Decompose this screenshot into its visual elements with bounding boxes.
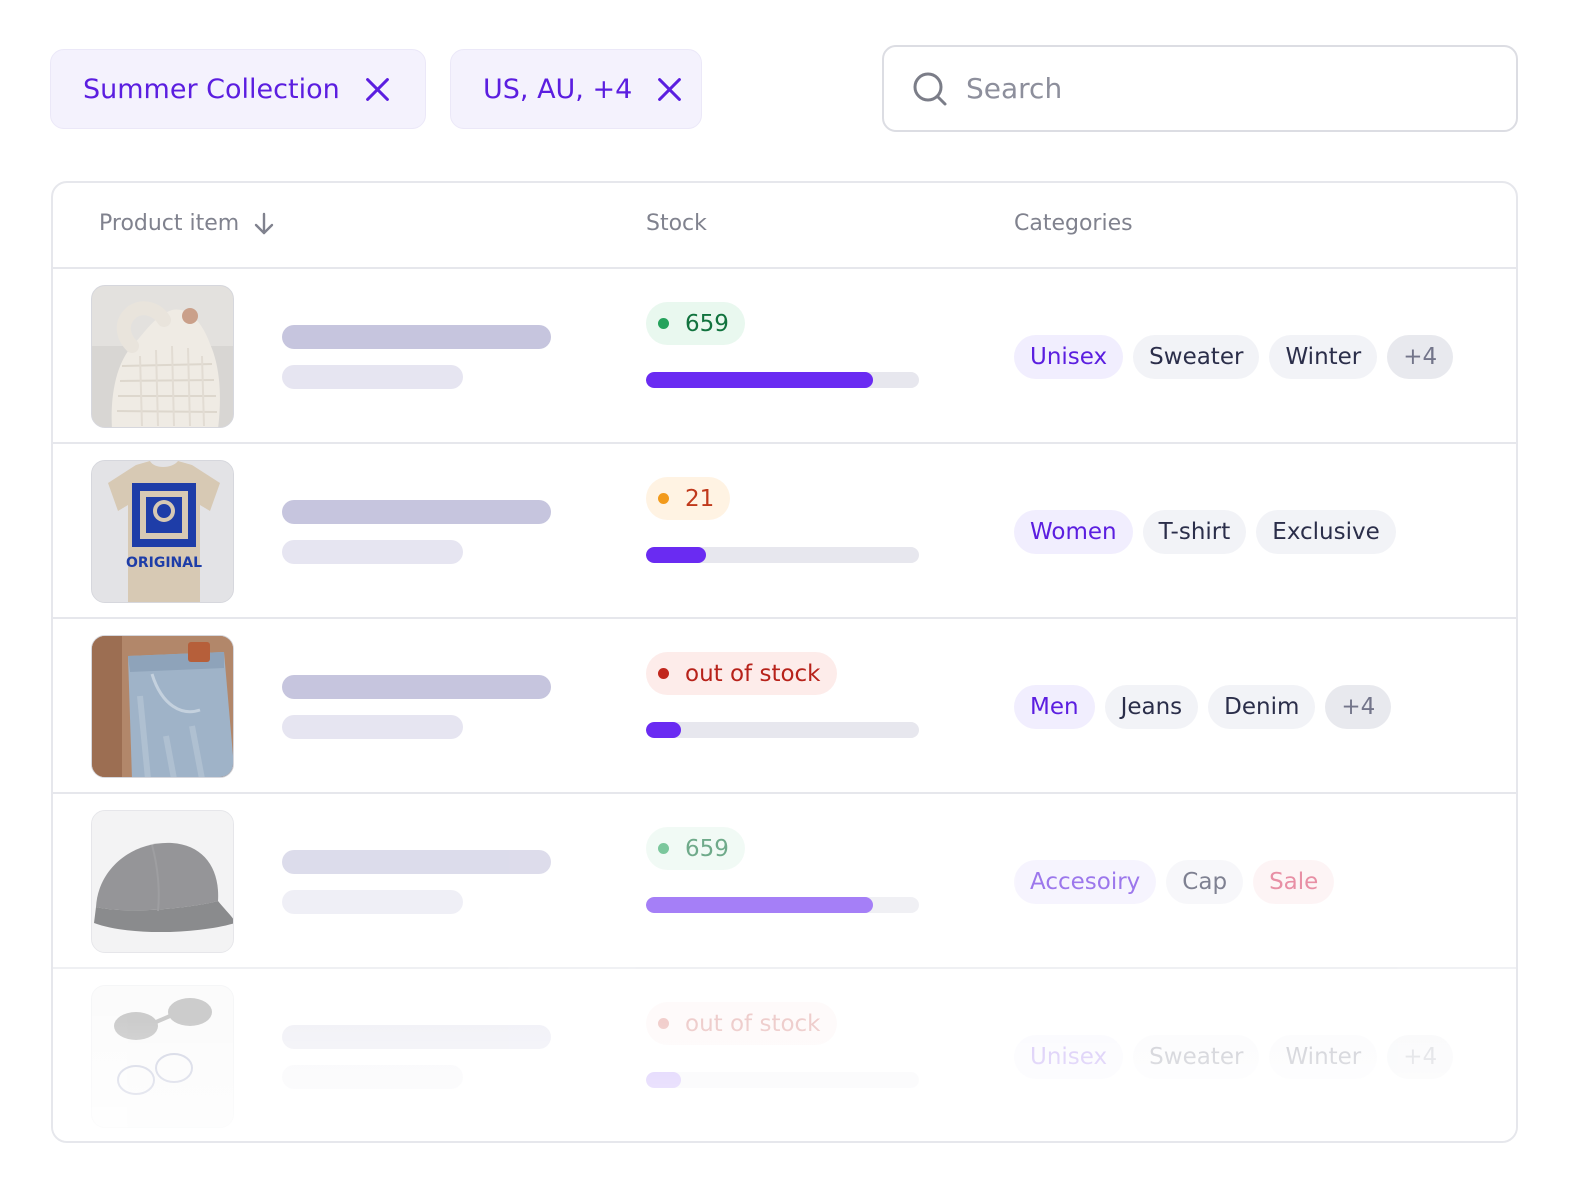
close-icon[interactable]	[656, 76, 682, 102]
table-row[interactable]: out of stock Men Jeans Denim +4	[53, 619, 1516, 794]
table-row[interactable]: out of stock Unisex Sweater Winter +4	[53, 969, 1516, 1141]
table-row[interactable]: 659 Accesoiry Cap Sale	[53, 794, 1516, 969]
product-name-placeholder	[282, 675, 551, 699]
category-tag[interactable]: Sweater	[1133, 1035, 1260, 1079]
category-tag[interactable]: Cap	[1166, 860, 1244, 904]
product-name-placeholder	[282, 500, 551, 524]
stock-progress-bar	[646, 547, 919, 563]
filter-chip-label: Summer Collection	[83, 73, 340, 105]
product-thumbnail	[91, 810, 234, 953]
category-tag[interactable]: Denim	[1208, 685, 1316, 729]
product-name-placeholder	[282, 325, 551, 349]
search-box[interactable]	[882, 45, 1518, 132]
category-tag[interactable]: T-shirt	[1142, 510, 1247, 554]
category-tags: Unisex Sweater Winter +4	[1014, 1035, 1454, 1079]
product-name-placeholder	[282, 850, 551, 874]
column-header-label: Product item	[99, 211, 240, 236]
search-icon	[913, 72, 947, 105]
sweater-image	[92, 286, 233, 427]
stock-progress-fill	[646, 547, 707, 563]
product-subtitle-placeholder	[282, 540, 463, 564]
stock-progress-fill	[646, 897, 873, 913]
column-header-stock: Stock	[646, 211, 707, 236]
category-tag[interactable]: Winter	[1269, 335, 1378, 379]
stock-badge: out of stock	[646, 1002, 837, 1045]
stock-label: 21	[685, 485, 715, 512]
stock-progress-bar	[646, 372, 919, 388]
status-dot-icon	[658, 668, 669, 679]
stock-label: out of stock	[685, 1010, 821, 1037]
category-tag[interactable]: Women	[1014, 510, 1133, 554]
category-tag[interactable]: Accesoiry	[1014, 860, 1157, 904]
more-tags-badge[interactable]: +4	[1387, 1035, 1454, 1079]
more-tags-badge[interactable]: +4	[1325, 685, 1392, 729]
tshirt-image: ORIGINAL	[92, 461, 233, 602]
close-icon[interactable]	[364, 76, 390, 102]
more-tags-badge[interactable]: +4	[1387, 335, 1454, 379]
stock-badge: 659	[646, 827, 745, 870]
product-name-placeholder	[282, 1025, 551, 1049]
sunglasses-image	[92, 986, 233, 1127]
stock-label: 659	[685, 310, 729, 337]
sale-tag[interactable]: Sale	[1253, 860, 1335, 904]
category-tag[interactable]: Jeans	[1104, 685, 1199, 729]
category-tag[interactable]: Men	[1014, 685, 1095, 729]
product-thumbnail	[91, 635, 234, 778]
filter-chip-region[interactable]: US, AU, +4	[450, 49, 702, 129]
stock-progress-fill	[646, 1072, 682, 1088]
product-subtitle-placeholder	[282, 715, 463, 739]
stock-progress-bar	[646, 897, 919, 913]
stock-badge: out of stock	[646, 652, 837, 695]
stock-label: 659	[685, 835, 729, 862]
arrow-down-icon[interactable]	[253, 212, 275, 236]
cap-image	[92, 811, 233, 952]
column-header-categories: Categories	[1014, 211, 1133, 236]
product-thumbnail	[91, 285, 234, 428]
category-tag[interactable]: Winter	[1269, 1035, 1378, 1079]
filter-chip-collection[interactable]: Summer Collection	[50, 49, 426, 129]
category-tag[interactable]: Exclusive	[1256, 510, 1396, 554]
category-tags: Men Jeans Denim +4	[1014, 685, 1392, 729]
product-subtitle-placeholder	[282, 1065, 463, 1089]
category-tag[interactable]: Sweater	[1133, 335, 1260, 379]
product-thumbnail: ORIGINAL	[91, 460, 234, 603]
product-thumbnail	[91, 985, 234, 1128]
product-table: Product item Stock Categories	[51, 181, 1518, 1143]
category-tag[interactable]: Unisex	[1014, 1035, 1124, 1079]
stock-badge: 659	[646, 302, 745, 345]
category-tags: Women T-shirt Exclusive	[1014, 510, 1396, 554]
stock-progress-bar	[646, 1072, 919, 1088]
stock-badge: 21	[646, 477, 731, 520]
stock-progress-bar	[646, 722, 919, 738]
column-header-product[interactable]: Product item	[99, 211, 275, 236]
table-row[interactable]: ORIGINAL 21 Women T-shirt Exclusive	[53, 444, 1516, 619]
search-input[interactable]	[966, 72, 1466, 105]
category-tags: Accesoiry Cap Sale	[1014, 860, 1335, 904]
table-row[interactable]: 659 Unisex Sweater Winter +4	[53, 269, 1516, 444]
jeans-image	[92, 636, 233, 777]
category-tags: Unisex Sweater Winter +4	[1014, 335, 1454, 379]
category-tag[interactable]: Unisex	[1014, 335, 1124, 379]
status-dot-icon	[658, 318, 669, 329]
status-dot-icon	[658, 843, 669, 854]
stock-progress-fill	[646, 372, 873, 388]
stock-progress-fill	[646, 722, 682, 738]
tshirt-print-text: ORIGINAL	[126, 555, 202, 571]
table-header: Product item Stock Categories	[53, 183, 1516, 269]
filter-chip-label: US, AU, +4	[483, 73, 633, 105]
product-subtitle-placeholder	[282, 890, 463, 914]
stock-label: out of stock	[685, 660, 821, 687]
status-dot-icon	[658, 493, 669, 504]
product-subtitle-placeholder	[282, 365, 463, 389]
status-dot-icon	[658, 1018, 669, 1029]
